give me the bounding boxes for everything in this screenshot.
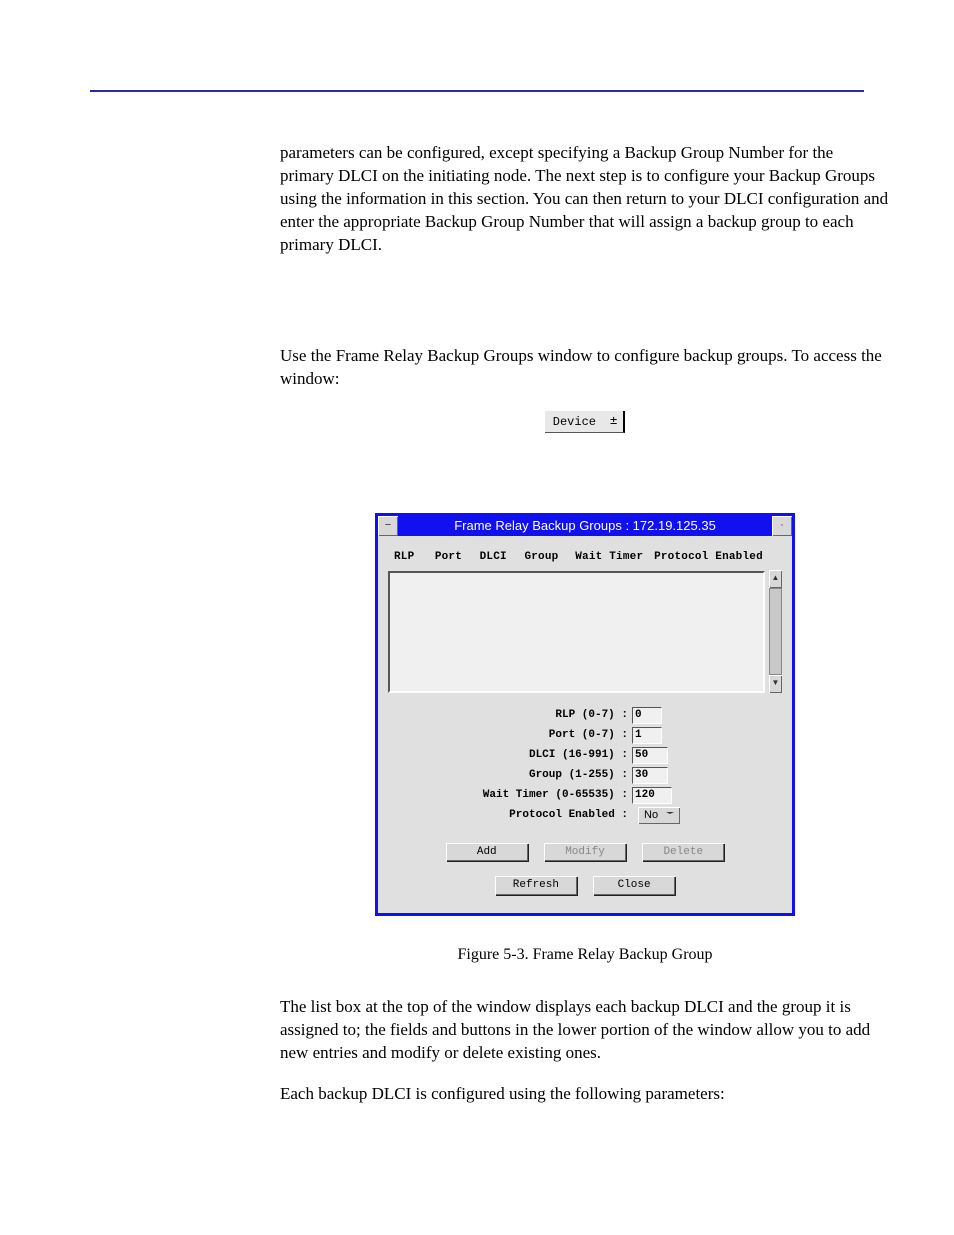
scrollbar[interactable]: ▲ ▼ <box>769 570 782 693</box>
delete-button[interactable]: Delete <box>642 843 724 862</box>
wait-timer-label: Wait Timer (0-65535) : <box>388 788 632 803</box>
menu-arrow-icon: ± <box>596 413 617 427</box>
window-menu-icon[interactable]: − <box>378 516 398 536</box>
col-group: Group <box>524 550 568 565</box>
scroll-down-icon[interactable]: ▼ <box>769 675 782 693</box>
window-title: Frame Relay Backup Groups : 172.19.125.3… <box>398 516 772 536</box>
port-input[interactable]: 1 <box>632 727 662 744</box>
port-label: Port (0-7) : <box>388 728 632 743</box>
add-button[interactable]: Add <box>446 843 528 862</box>
dlci-input[interactable]: 50 <box>632 747 668 764</box>
paragraph-4: Each backup DLCI is configured using the… <box>280 1083 890 1106</box>
backup-groups-window: − Frame Relay Backup Groups : 172.19.125… <box>375 513 795 917</box>
scroll-track[interactable] <box>769 588 782 675</box>
close-button[interactable]: Close <box>593 876 675 895</box>
col-rlp: RLP <box>394 550 428 565</box>
dropdown-icon <box>666 812 674 816</box>
protocol-enabled-select[interactable]: No <box>638 807 680 824</box>
protocol-enabled-label: Protocol Enabled : <box>388 808 632 823</box>
refresh-button[interactable]: Refresh <box>495 876 577 895</box>
col-dlci: DLCI <box>480 550 518 565</box>
list-box[interactable] <box>388 571 765 693</box>
rlp-input[interactable]: 0 <box>632 707 662 724</box>
modify-button[interactable]: Modify <box>544 843 626 862</box>
device-menu-label: Device <box>553 415 596 429</box>
top-rule <box>90 90 864 92</box>
group-label: Group (1-255) : <box>388 768 632 783</box>
dlci-label: DLCI (16-991) : <box>388 748 632 763</box>
list-headers: RLP Port DLCI Group Wait Timer Protocol … <box>388 546 765 571</box>
device-menu[interactable]: Device± <box>545 411 625 433</box>
col-wait-timer: Wait Timer <box>575 550 647 565</box>
window-minimize-icon[interactable]: · <box>772 516 792 536</box>
wait-timer-input[interactable]: 120 <box>632 787 672 804</box>
group-input[interactable]: 30 <box>632 767 668 784</box>
col-protocol-enabled: Protocol Enabled <box>654 550 763 565</box>
col-port: Port <box>435 550 473 565</box>
figure-caption: Figure 5-3. Frame Relay Backup Group <box>280 944 890 966</box>
rlp-label: RLP (0-7) : <box>388 708 632 723</box>
paragraph-2: Use the Frame Relay Backup Groups window… <box>280 345 890 391</box>
scroll-up-icon[interactable]: ▲ <box>769 570 782 588</box>
paragraph-1: parameters can be configured, except spe… <box>280 142 890 257</box>
paragraph-3: The list box at the top of the window di… <box>280 996 890 1065</box>
protocol-enabled-value: No <box>644 808 658 823</box>
titlebar: − Frame Relay Backup Groups : 172.19.125… <box>378 516 792 536</box>
